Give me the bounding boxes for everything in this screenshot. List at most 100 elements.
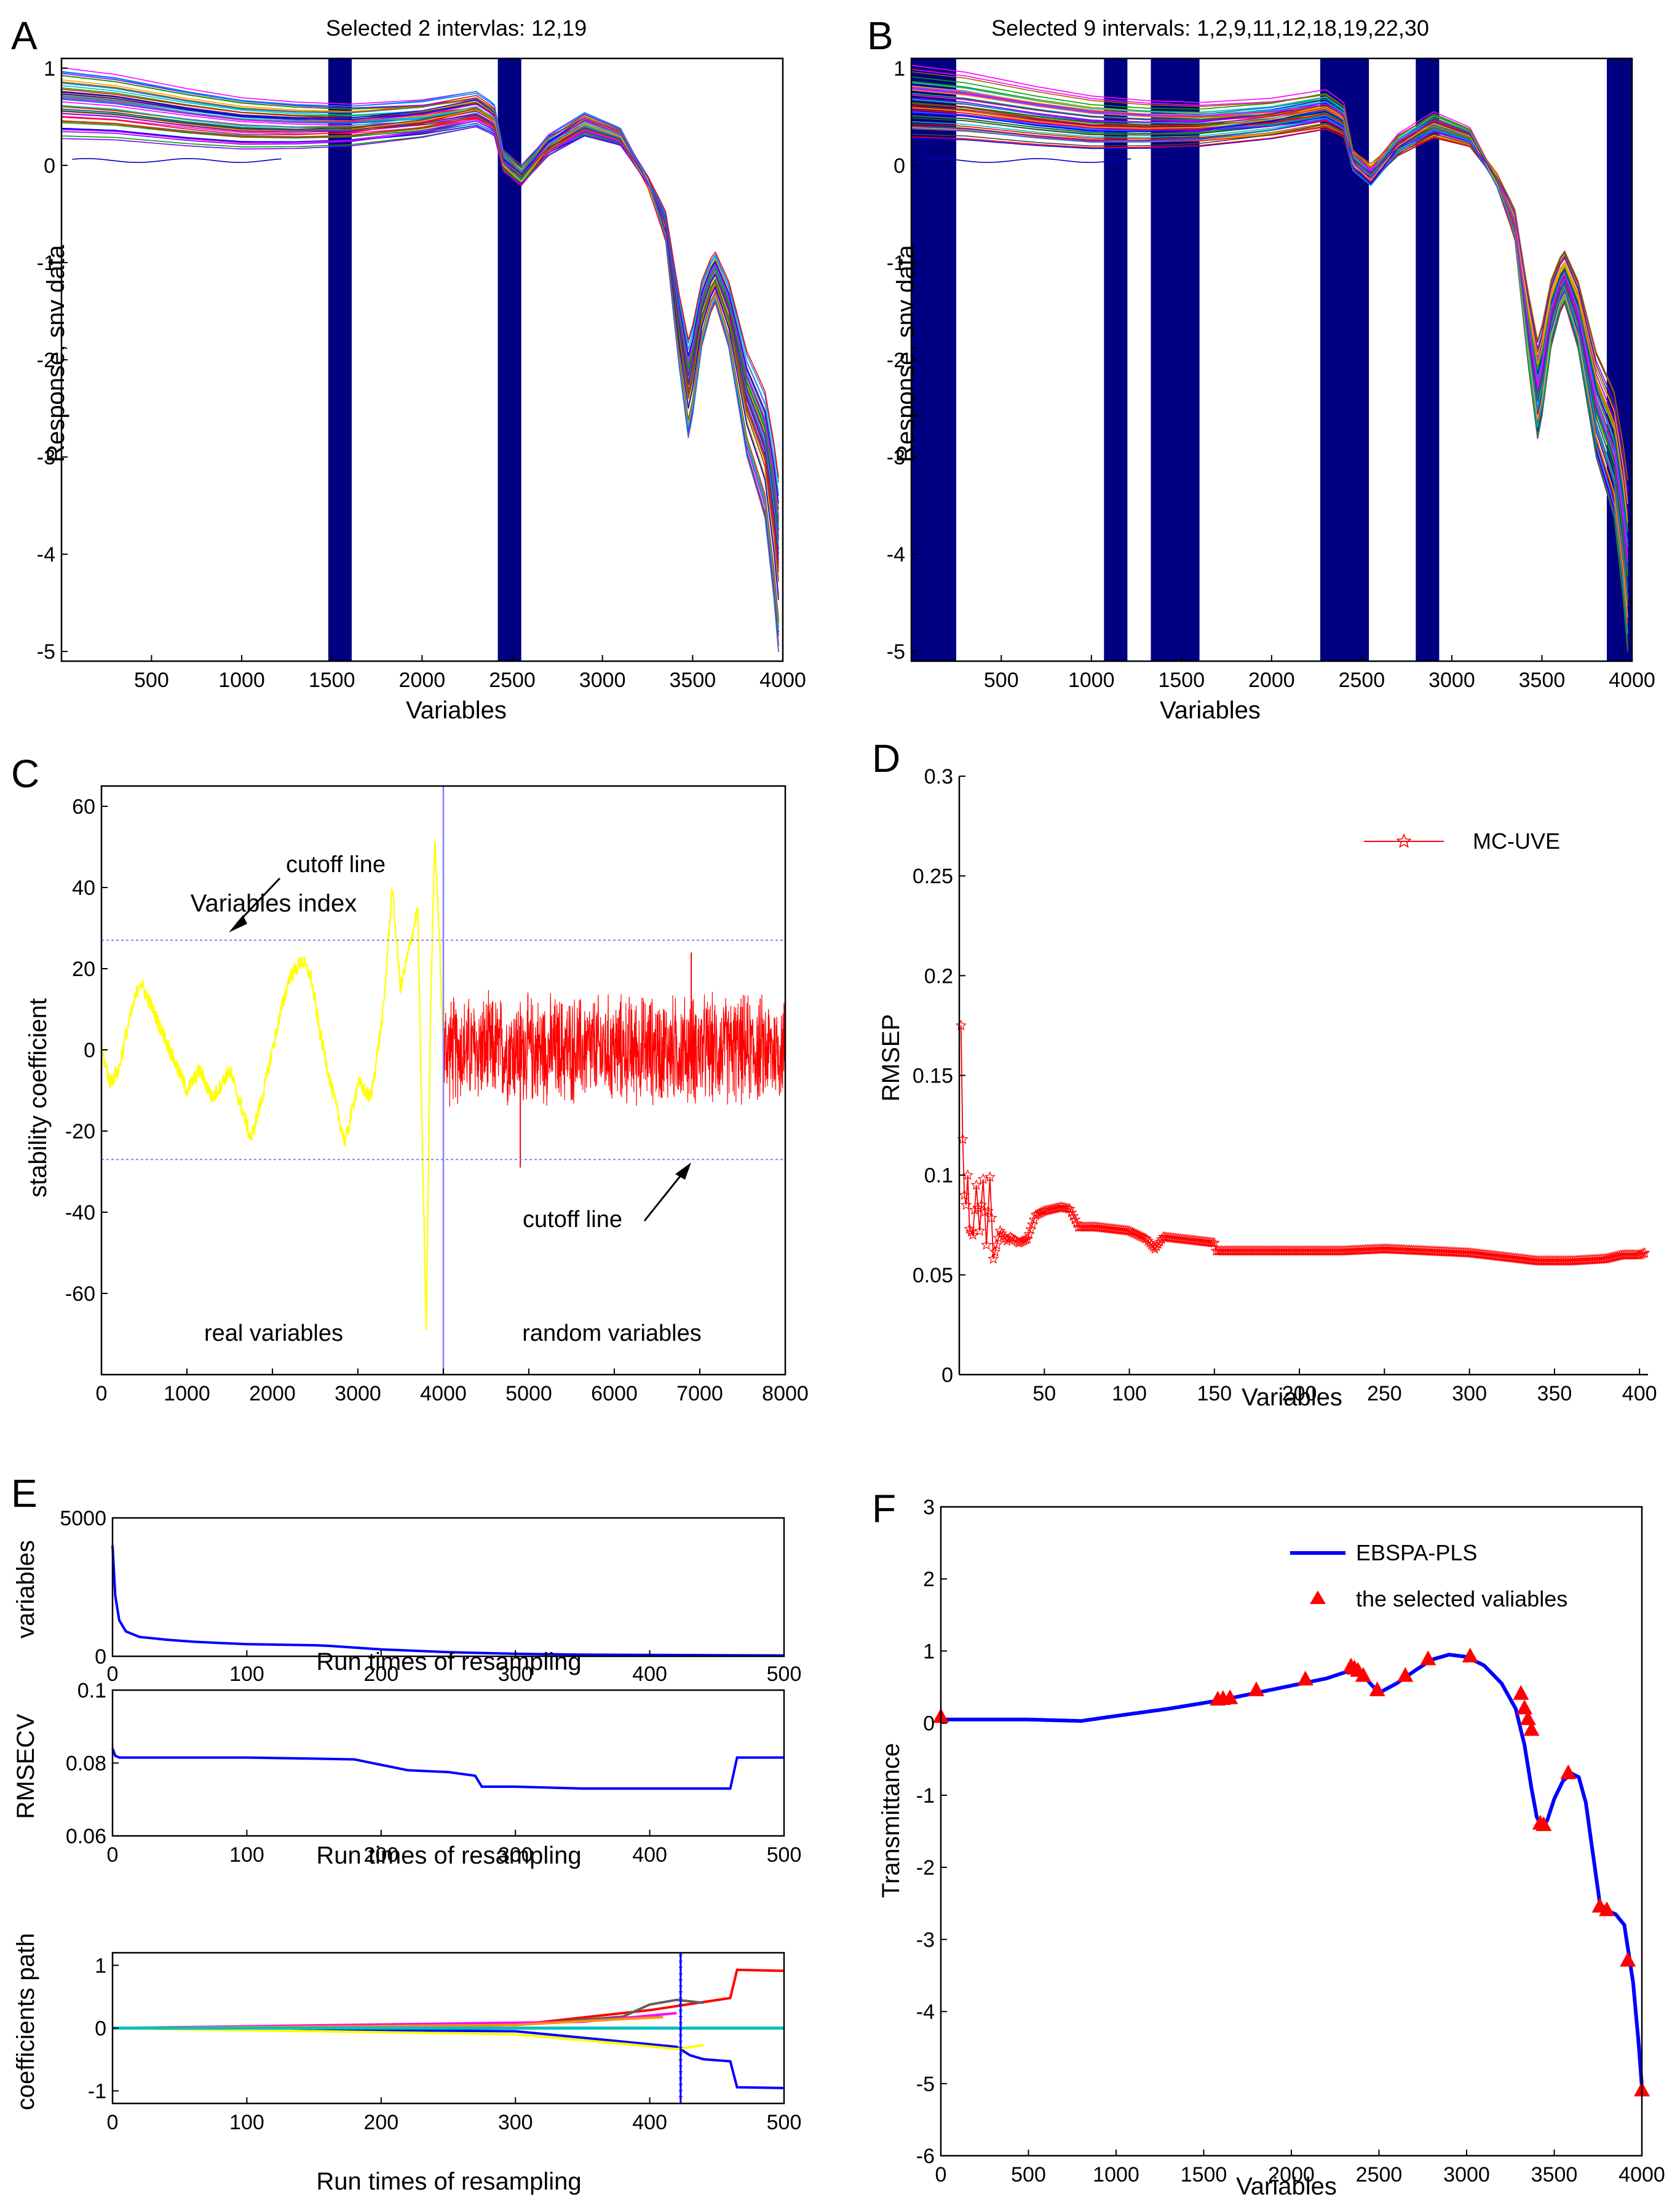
cutoff-arrow-upper-head bbox=[229, 915, 247, 932]
panel-f-y-tick-label-3: 0 bbox=[923, 1712, 935, 1736]
panel-f-x-tick-label-1: 500 bbox=[1011, 2163, 1046, 2186]
selected-variable-marker-4 bbox=[1222, 1689, 1238, 1704]
optimal-run-asterisk: * bbox=[678, 2068, 683, 2081]
panel-f-legend: EBSPA-PLS the selected valiables bbox=[1290, 1540, 1567, 1611]
panel-d-x-tick-label-5: 300 bbox=[1452, 1382, 1487, 1405]
rmsep-point-18 bbox=[984, 1171, 996, 1182]
panel-a-x-label: Variables bbox=[406, 697, 507, 724]
panel-e-rmsecv-chart: 0 100 200 300 400 500 0.06 0.08 0.1 Run times o… bbox=[12, 1679, 801, 1869]
rmsep-point-14 bbox=[977, 1173, 989, 1184]
panel-b-y-tick-label-6: -5 bbox=[887, 640, 905, 664]
panel-e1-y-tick-label-0: 0 bbox=[95, 1645, 106, 1669]
optimal-run-asterisk: * bbox=[678, 2081, 683, 2093]
panel-e-rmsecv-series bbox=[111, 1748, 784, 1790]
panel-e2-x-label: Run times of resampling bbox=[316, 1842, 581, 1869]
panel-e2-y-tick-label-1: 0.08 bbox=[66, 1752, 106, 1776]
optimal-run-asterisk: * bbox=[678, 1964, 683, 1976]
panel-f-x-tick-label-5: 2500 bbox=[1356, 2163, 1403, 2186]
panel-e3-y-tick-label-1: 0 bbox=[95, 2017, 106, 2041]
panel-a-x-tick-label-7: 4000 bbox=[759, 669, 806, 692]
selected-variable-marker-13 bbox=[1420, 1650, 1436, 1666]
panel-a-spectrum-58 bbox=[61, 126, 779, 539]
panel-b-interval-2 bbox=[1104, 58, 1128, 661]
panel-a-x-tick-label-6: 3500 bbox=[670, 669, 716, 692]
panel-b-spectra bbox=[911, 65, 1628, 653]
rmsep-point-67 bbox=[1068, 1210, 1079, 1221]
rmsep-point-104 bbox=[1130, 1228, 1142, 1239]
panel-e3-x-tick-label-5: 500 bbox=[767, 2111, 802, 2134]
panel-a-x-tick-label-1: 1000 bbox=[218, 669, 265, 692]
panel-a-spectrum-60 bbox=[61, 71, 779, 651]
rmsep-point-20 bbox=[988, 1253, 999, 1264]
panel-label-e: E bbox=[11, 1471, 38, 1515]
panel-f-y-tick-label-4: -1 bbox=[916, 1784, 935, 1808]
optimal-run-asterisk: * bbox=[678, 1988, 683, 2001]
selected-variable-marker-20 bbox=[1535, 1816, 1552, 1832]
rmsep-point-3 bbox=[959, 1189, 970, 1200]
panel-label-d: D bbox=[872, 736, 900, 780]
panel-d-x-tick-label-4: 250 bbox=[1367, 1382, 1402, 1405]
panel-a-spectrum-outlier bbox=[72, 157, 282, 163]
coef-path-blue bbox=[112, 2027, 785, 2089]
rmsep-point-5 bbox=[962, 1169, 973, 1180]
rmsep-point-25 bbox=[996, 1227, 1008, 1239]
selected-variable-marker-12 bbox=[1397, 1667, 1414, 1682]
panel-b-x-tick-label-0: 500 bbox=[984, 669, 1019, 692]
panel-b-spectrum-59 bbox=[911, 71, 1628, 606]
optimal-run-asterisk: * bbox=[678, 2062, 683, 2075]
rmsep-point-15 bbox=[979, 1206, 991, 1217]
panel-b-y-tick-label-2: -1 bbox=[887, 252, 905, 275]
panel-a-x-tick-label-5: 3000 bbox=[579, 669, 626, 692]
panel-e3-y-ticks: 1 0 -1 bbox=[88, 1954, 119, 2103]
rmsep-point-100 bbox=[1123, 1225, 1135, 1236]
random-variables-label: random variables bbox=[522, 1320, 701, 1346]
panel-e3-y-label: coefficients path bbox=[12, 1933, 39, 2110]
panel-c-x-tick-label-6: 6000 bbox=[591, 1382, 638, 1405]
panel-d-y-tick-label-1: 0.05 bbox=[913, 1264, 953, 1287]
cutoff-arrow-lower-head bbox=[675, 1162, 691, 1180]
panel-b-x-tick-label-1: 1000 bbox=[1068, 669, 1115, 692]
panel-f-y-label: Transmittance bbox=[878, 1743, 905, 1898]
panel-b-x-label: Variables bbox=[1160, 697, 1261, 724]
panel-d-legend: MC-UVE bbox=[1364, 828, 1560, 854]
panel-d-x-tick-label-3: 200 bbox=[1282, 1382, 1317, 1405]
panel-e1-y-tick-label-1: 5000 bbox=[60, 1507, 106, 1530]
panel-e1-plot-frame bbox=[111, 1517, 785, 1658]
rmsep-point-9 bbox=[969, 1204, 980, 1215]
panel-f-y-tick-label-7: -4 bbox=[916, 2001, 935, 2024]
rmsep-point-23 bbox=[993, 1232, 1004, 1243]
panel-e2-x-tick-label-2: 200 bbox=[363, 1843, 398, 1867]
panel-f-x-tick-label-4: 2000 bbox=[1268, 2163, 1315, 2186]
panel-d-chart: 50 100 150 200 250 300 350 400 00.050.10.150.20… bbox=[878, 765, 1657, 1411]
rmsep-point-105 bbox=[1132, 1229, 1144, 1240]
legend-ebspa-label: EBSPA-PLS bbox=[1356, 1540, 1477, 1565]
rmsecv-curve bbox=[111, 1748, 784, 1790]
cutoff-annotation-bottom: cutoff line bbox=[523, 1207, 622, 1233]
panel-e2-x-ticks: 0 100 200 300 400 500 bbox=[107, 1830, 801, 1867]
panel-e2-x-tick-label-0: 0 bbox=[107, 1843, 119, 1867]
panel-f-x-tick-label-0: 0 bbox=[935, 2163, 947, 2186]
selected-variable-marker-21 bbox=[1560, 1764, 1577, 1779]
panel-b-y-tick-label-3: -2 bbox=[887, 349, 905, 372]
real-variables-trace bbox=[100, 841, 445, 1330]
optimal-run-asterisk: * bbox=[678, 2050, 683, 2062]
panel-e3-x-ticks: 0 100 200 300 400 500 bbox=[107, 2097, 802, 2134]
selected-variable-marker-16 bbox=[1516, 1699, 1533, 1715]
panel-e3-x-tick-label-3: 300 bbox=[498, 2111, 533, 2134]
panel-e1-x-tick-label-3: 300 bbox=[498, 1662, 533, 1686]
panel-c-x-ticks: 0 1000 2000 3000 4000 5000 6000 7000 8000 bbox=[96, 1368, 809, 1405]
rmsep-point-150 bbox=[1208, 1237, 1220, 1248]
rmsep-point-19 bbox=[986, 1212, 997, 1223]
panel-f-x-tick-label-6: 3000 bbox=[1443, 2163, 1490, 2186]
rmsep-point-8 bbox=[967, 1229, 979, 1240]
optimal-run-asterisk: * bbox=[678, 1976, 683, 1988]
rmsep-point-16 bbox=[981, 1239, 993, 1250]
panel-b-x-tick-label-2: 1500 bbox=[1158, 669, 1205, 692]
panel-b-spectrum-43 bbox=[911, 102, 1628, 533]
panel-f-x-tick-label-2: 1000 bbox=[1093, 2163, 1139, 2186]
panel-c-y-label: stability coefficient bbox=[25, 998, 52, 1197]
rmsep-point-17 bbox=[982, 1205, 994, 1216]
panel-a-y-tick-label-0: 1 bbox=[44, 57, 55, 81]
rmsep-point-107 bbox=[1135, 1231, 1147, 1242]
selected-variable-marker-18 bbox=[1523, 1721, 1540, 1736]
